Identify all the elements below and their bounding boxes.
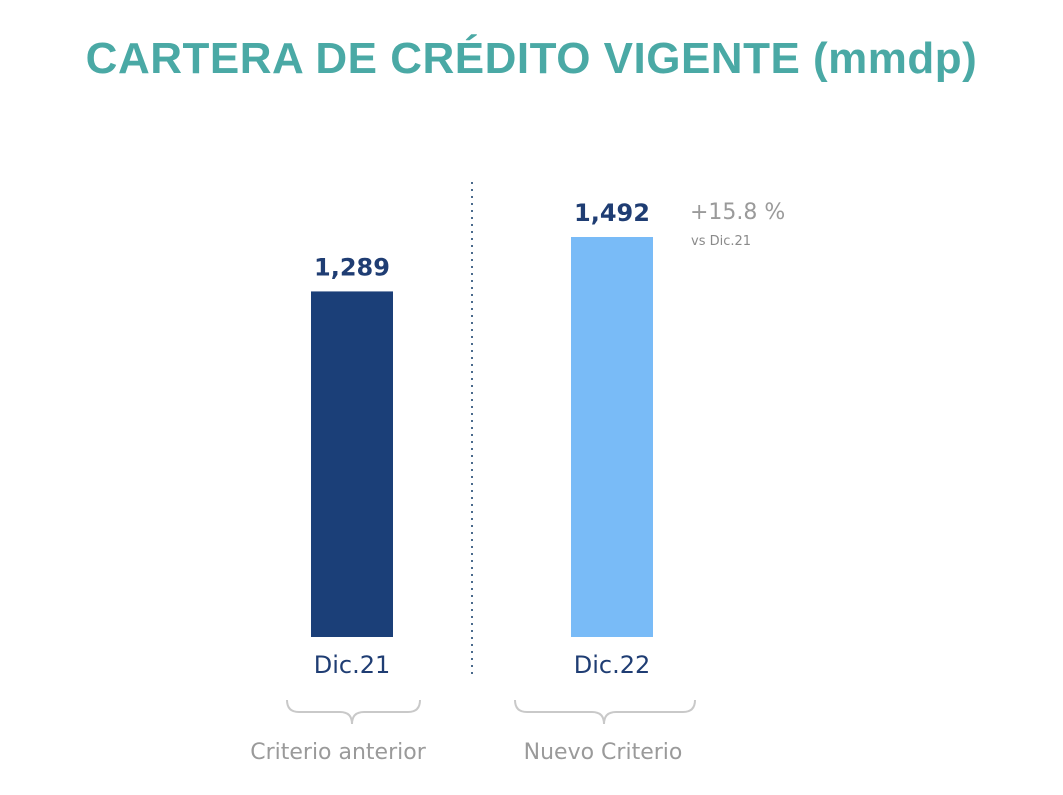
category-label-dic22: Dic.22 xyxy=(574,651,651,679)
chart-title: CARTERA DE CRÉDITO VIGENTE (mmdp) xyxy=(85,34,978,83)
growth-annotation: +15.8 % xyxy=(690,200,785,225)
value-label-dic21: 1,289 xyxy=(314,253,390,281)
bar-dic21 xyxy=(311,291,393,637)
group-label-nuevo-criterio: Nuevo Criterio xyxy=(524,740,683,765)
category-label-dic21: Dic.21 xyxy=(314,651,391,679)
value-label-dic22: 1,492 xyxy=(574,199,650,227)
growth-reference: vs Dic.21 xyxy=(691,234,751,249)
bar-dic22 xyxy=(571,237,653,637)
brace-criterio-anterior xyxy=(286,699,421,725)
brace-nuevo-criterio xyxy=(514,699,696,725)
group-label-criterio-anterior: Criterio anterior xyxy=(250,740,426,765)
